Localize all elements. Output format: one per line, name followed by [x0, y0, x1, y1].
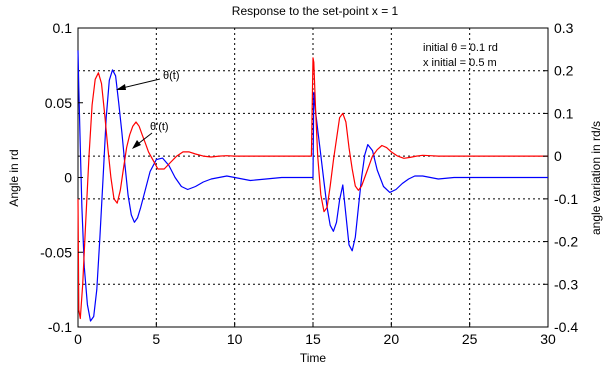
y-right-tick-label: -0.2 [554, 234, 578, 250]
info-text-line-2: x initial = 0.5 m [423, 57, 497, 69]
y-left-tick-label: 0 [64, 170, 72, 186]
y-left-tick-label: 0.1 [53, 20, 73, 36]
chart-title: Response to the set-point x = 1 [232, 4, 399, 18]
x-tick-label: 5 [152, 331, 160, 347]
annotation-theta-dot: θ'(t) [132, 121, 169, 149]
y-right-tick-label: 0.3 [554, 20, 574, 36]
annotation-theta: θ(t) [116, 70, 180, 90]
x-axis-label: Time [300, 351, 327, 365]
y-axis-left-label: Angle in rd [7, 149, 21, 206]
y-right-tick-label: -0.1 [554, 191, 578, 207]
y-left-tick-label: -0.1 [48, 319, 72, 335]
y-right-tick-label: 0 [554, 148, 562, 164]
x-tick-label: 30 [540, 331, 556, 347]
x-tick-label: 10 [227, 331, 243, 347]
series-group [77, 50, 548, 322]
y-right-tick-label: -0.4 [554, 319, 578, 335]
y-right-tick-label: 0.2 [554, 63, 574, 79]
series-line-theta [77, 50, 548, 322]
annotation-theta-label: θ(t) [163, 70, 180, 82]
x-tick-label: 20 [384, 331, 400, 347]
x-tick-label: 0 [74, 331, 82, 347]
y-left-tick-label: -0.05 [40, 244, 72, 260]
y-right-tick-label: -0.3 [554, 276, 578, 292]
y-axis-right-label: angle variation in rd/s [589, 121, 603, 235]
annotation-theta-dot-label: θ'(t) [150, 121, 169, 133]
annotation-theta-dot-arrowhead [132, 140, 141, 149]
ticks-group: 0 5 10 15 20 25 30 -0.1 -0.05 0 0.05 0.1 -0.4 -0.3 -0.… [40, 20, 578, 347]
x-tick-label: 25 [462, 331, 478, 347]
y-left-tick-label: 0.05 [45, 95, 72, 111]
y-right-tick-label: 0.1 [554, 105, 574, 121]
x-tick-label: 15 [305, 331, 321, 347]
series-line-theta-dot [77, 57, 548, 320]
annotation-theta-arrowhead [116, 84, 126, 90]
info-text-line-1: initial θ = 0.1 rd [423, 42, 498, 54]
